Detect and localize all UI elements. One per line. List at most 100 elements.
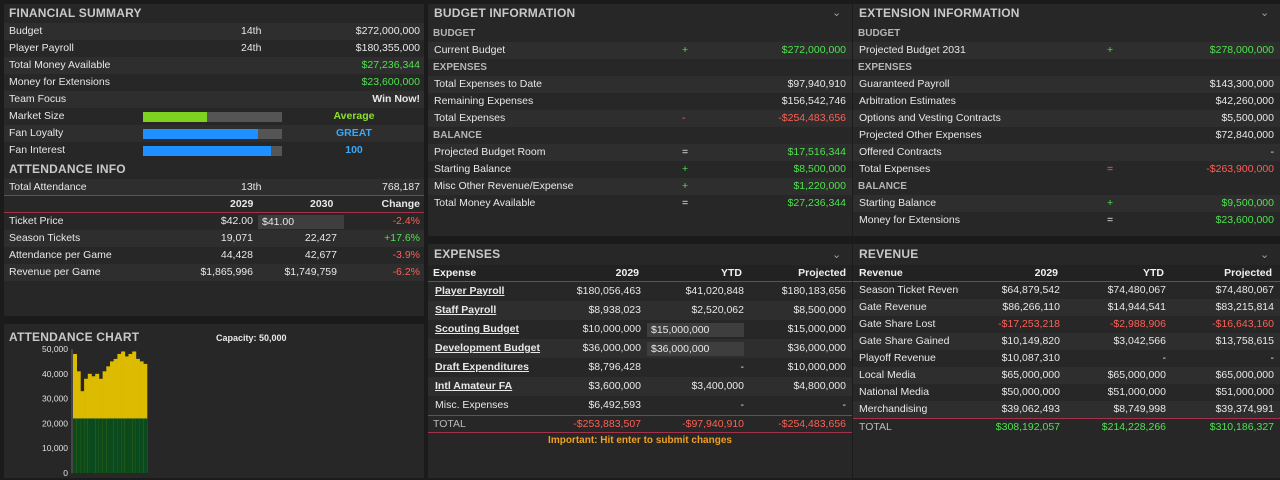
financial-row: Money for Extensions $23,600,000 xyxy=(4,74,424,91)
season-ticket-bar xyxy=(87,418,92,473)
expense-budget-input[interactable]: $36,000,000 xyxy=(647,342,744,356)
revenue-row: Playoff Revenue $10,087,310 - - xyxy=(853,350,1280,367)
revenue-row: Gate Revenue $86,266,110 $14,944,541 $83,21… xyxy=(853,299,1280,316)
expenses-panel: EXPENSES ⌄ Expense 2029 YTD Projected Pl… xyxy=(428,244,852,478)
chevron-down-icon[interactable]: ⌄ xyxy=(1260,249,1270,261)
season-ticket-bar xyxy=(117,418,122,473)
y-tick-label: 30,000 xyxy=(42,394,68,404)
info-row-label: Total Expenses xyxy=(859,163,931,175)
info-row-value: $272,000,000 xyxy=(781,44,846,56)
budget-information-title: BUDGET INFORMATION xyxy=(434,6,576,20)
ticket-price-input[interactable]: $41.00 xyxy=(258,215,344,229)
expense-name-link[interactable]: Scouting Budget xyxy=(435,323,519,335)
chevron-down-icon[interactable]: ⌄ xyxy=(832,249,842,261)
info-row: Projected Budget 2031 + $278,000,000 xyxy=(853,42,1280,59)
financial-row-value: $272,000,000 xyxy=(355,25,420,37)
expenses-total-2029: -$253,883,507 xyxy=(573,418,641,430)
attendance-header-2029: 2029 xyxy=(230,198,254,210)
season-ticket-bar xyxy=(102,418,107,473)
financial-summary-panel: FINANCIAL SUMMARY Budget 14th $272,000,000… xyxy=(4,4,424,316)
expense-name-link[interactable]: Intl Amateur FA xyxy=(435,380,513,392)
info-row: Total Expenses to Date $97,940,910 xyxy=(428,76,852,93)
total-attendance-value: 768,187 xyxy=(382,181,420,193)
revenue-2029: $64,879,542 xyxy=(1001,284,1060,296)
expense-row: Scouting Budget $10,000,000 $15,000,000 $15… xyxy=(428,320,852,339)
section-header: BALANCE xyxy=(433,130,482,141)
meter-row: Fan Loyalty GREAT xyxy=(4,125,424,142)
expense-name-link[interactable]: Staff Payroll xyxy=(435,304,497,316)
info-row: Total Expenses = -$263,900,000 xyxy=(853,161,1280,178)
meter-label: Fan Interest xyxy=(9,144,66,156)
attendance-row-2029: $42.00 xyxy=(220,215,253,227)
attendance-row: Season Tickets 19,071 22,427 +17.6% xyxy=(4,230,424,247)
expense-ytd: - xyxy=(740,399,745,411)
revenue-2029: $10,149,820 xyxy=(1001,335,1060,347)
chevron-down-icon[interactable]: ⌄ xyxy=(1260,7,1270,19)
section-header: BUDGET xyxy=(433,28,476,39)
expenses-header-row: Expense 2029 YTD Projected xyxy=(428,265,852,282)
attendance-chart-panel: ATTENDANCE CHART Capacity: 50,000 50,000… xyxy=(4,324,424,478)
expense-name-link[interactable]: Development Budget xyxy=(435,342,541,354)
info-row-label: Projected Budget Room xyxy=(434,146,546,158)
expenses-total-label: TOTAL xyxy=(433,418,466,430)
season-ticket-bar xyxy=(84,418,89,473)
y-tick-label: 0 xyxy=(63,468,68,478)
expense-row: Development Budget $36,000,000 $36,000,000… xyxy=(428,339,852,358)
attendance-row-2029: 44,428 xyxy=(220,249,253,261)
revenue-row: Local Media $65,000,000 $65,000,000 $65,000… xyxy=(853,367,1280,384)
submit-note: Important: Hit enter to submit changes xyxy=(548,435,732,446)
attendance-row-2029: $1,865,996 xyxy=(200,266,253,278)
meter-row: Market Size Average xyxy=(4,108,424,125)
financial-row-label: Player Payroll xyxy=(9,42,74,54)
revenue-row: Season Ticket Revenu $64,879,542 $74,480,0… xyxy=(853,282,1280,299)
attendance-row: Revenue per Game $1,865,996 $1,749,759 -6.2… xyxy=(4,264,424,281)
info-row-value: $1,220,000 xyxy=(793,180,846,192)
expense-name: Misc. Expenses xyxy=(435,399,509,411)
expenses-header-name: Expense xyxy=(433,267,477,279)
financial-row-label: Money for Extensions xyxy=(9,76,110,88)
revenue-2029: -$17,253,218 xyxy=(998,318,1060,330)
expense-2029: $3,600,000 xyxy=(588,380,641,392)
expense-name-link[interactable]: Draft Expenditures xyxy=(435,361,529,373)
expense-ytd: $3,400,000 xyxy=(691,380,744,392)
expense-row: Misc. Expenses $6,492,593 - - xyxy=(428,396,852,415)
financial-row-rank: 14th xyxy=(241,25,262,37)
financial-row-value: $23,600,000 xyxy=(361,76,420,88)
expense-2029: $180,056,463 xyxy=(576,285,641,297)
revenue-2029: $86,266,110 xyxy=(1002,301,1060,313)
revenue-ytd: $74,480,067 xyxy=(1107,284,1166,296)
expense-budget-input[interactable]: $15,000,000 xyxy=(647,323,744,337)
info-row-value: $23,600,000 xyxy=(1215,214,1274,226)
info-row-value: - xyxy=(1270,146,1275,158)
expense-ytd: $41,020,848 xyxy=(685,285,744,297)
info-row-value: $97,940,910 xyxy=(787,78,846,90)
attendance-bar xyxy=(110,361,114,473)
info-row: Misc Other Revenue/Expense + $1,220,000 xyxy=(428,178,852,195)
financial-row: Player Payroll 24th $180,355,000 xyxy=(4,40,424,57)
chevron-down-icon[interactable]: ⌄ xyxy=(832,7,842,19)
info-row-operator: = xyxy=(1107,163,1114,175)
revenue-row: Gate Share Lost -$17,253,218 -$2,988,906 -$… xyxy=(853,316,1280,333)
attendance-row-change: -6.2% xyxy=(392,266,420,278)
revenue-name: Gate Share Gained xyxy=(859,335,950,347)
expense-name-link[interactable]: Player Payroll xyxy=(435,285,505,297)
revenue-projected: $39,374,991 xyxy=(1215,403,1274,415)
info-row-value: $9,500,000 xyxy=(1221,197,1274,209)
attendance-header-change: Change xyxy=(381,198,420,210)
attendance-row-label: Ticket Price xyxy=(9,215,64,227)
y-tick-label: 50,000 xyxy=(42,344,68,354)
revenue-projected: -$16,643,160 xyxy=(1212,318,1274,330)
revenue-header-projected: Projected xyxy=(1224,267,1272,279)
financial-row-label: Total Money Available xyxy=(9,59,111,71)
attendance-bar xyxy=(73,353,77,473)
info-row: Starting Balance + $8,500,000 xyxy=(428,161,852,178)
attendance-header-2030: 2030 xyxy=(310,198,334,210)
section-header: EXPENSES xyxy=(433,62,487,73)
expense-projected: $180,183,656 xyxy=(781,285,846,297)
info-row-label: Starting Balance xyxy=(859,197,937,209)
info-row: Offered Contracts - xyxy=(853,144,1280,161)
info-row: Current Budget + $272,000,000 xyxy=(428,42,852,59)
revenue-name: National Media xyxy=(859,386,930,398)
revenue-ytd: - xyxy=(1162,352,1167,364)
expense-projected: $15,000,000 xyxy=(787,323,846,335)
